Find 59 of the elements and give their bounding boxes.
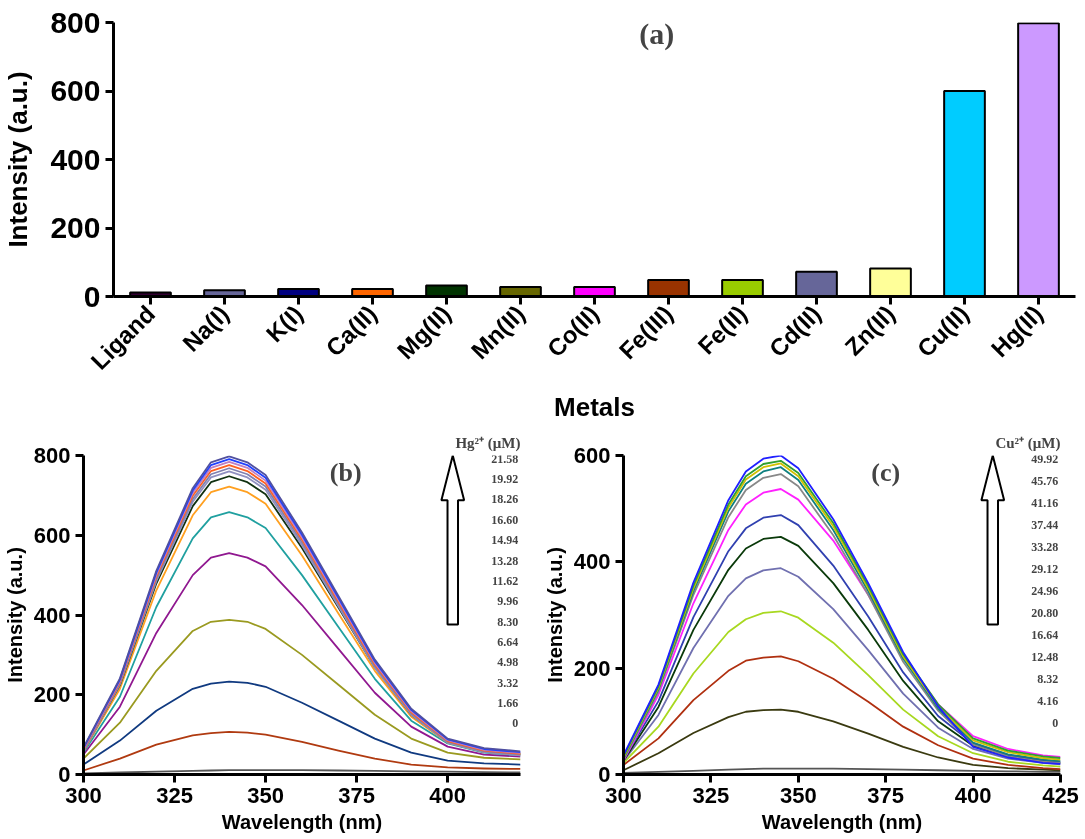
x-axis-title: Metals	[554, 392, 635, 423]
x-tick-label: 375	[867, 782, 905, 808]
annotation: 14.94	[491, 533, 519, 548]
annotation: 45.76	[1031, 473, 1059, 488]
annotation: 0	[512, 716, 519, 731]
text: Cu²⁺ (μM)	[995, 434, 1061, 452]
y-tick-label: 200	[573, 655, 611, 681]
y-axis-title: Intensity (a.u.)	[3, 547, 26, 683]
text: Hg²⁺ (μM)	[455, 434, 521, 452]
annotation: 3.32	[497, 675, 519, 690]
annotation: (c)	[871, 458, 901, 488]
x-tick-label: 400	[954, 782, 992, 808]
y-tick-label: 800	[33, 443, 71, 468]
annotation: 8.30	[497, 614, 519, 629]
x-tick-label: 350	[779, 782, 817, 808]
y-tick-label: 400	[573, 549, 611, 575]
y-tick-label: 600	[573, 443, 611, 468]
x-tick-label: K(I)	[260, 299, 309, 348]
annotation: 29.12	[1031, 562, 1059, 577]
annotation: 33.28	[1031, 539, 1059, 554]
y-axis-title: Intensity (a.u.)	[543, 547, 566, 683]
annotation: 1.66	[497, 696, 519, 711]
annotation: 9.96	[497, 594, 519, 609]
annotation: 24.96	[1031, 584, 1059, 599]
x-tick-label: 325	[156, 782, 193, 808]
annotation: 16.60	[491, 512, 519, 527]
x-tick-label: 375	[338, 782, 375, 808]
annotation: 4.16	[1037, 694, 1059, 709]
annotation: 18.26	[491, 492, 519, 507]
annotation: (b)	[329, 458, 362, 488]
y-tick-label: 600	[33, 522, 71, 548]
annotation: 37.44	[1031, 517, 1059, 532]
x-tick-label: 425	[1042, 782, 1079, 808]
x-axis-title: Wavelength (nm)	[761, 810, 923, 833]
annotation: 0	[1052, 716, 1059, 731]
y-axis-title: Intensity (a.u.)	[3, 71, 34, 248]
annotation: 49.92	[1031, 451, 1059, 466]
annotation: 19.92	[491, 472, 519, 487]
annotation: 8.32	[1037, 672, 1059, 687]
y-tick-label: 800	[50, 5, 101, 39]
y-tick-label: 200	[33, 682, 71, 708]
annotation: 21.58	[491, 451, 519, 466]
annotation: 16.64	[1031, 628, 1059, 643]
x-tick-label: 325	[692, 782, 730, 808]
annotation: 4.98	[497, 655, 519, 670]
y-tick-label: 600	[50, 74, 101, 107]
annotation: (a)	[639, 16, 675, 51]
annotation: 6.64	[497, 634, 519, 649]
y-tick-label: 400	[50, 142, 101, 176]
x-tick-label: 400	[429, 782, 467, 808]
annotation: 12.48	[1031, 650, 1059, 665]
x-tick-label: 350	[247, 782, 284, 808]
annotation: 41.16	[1031, 495, 1059, 510]
annotation: 20.80	[1031, 606, 1059, 621]
y-tick-label: 400	[33, 602, 71, 628]
y-tick-label: 200	[50, 211, 101, 244]
annotation: 11.62	[491, 573, 519, 588]
annotation: 13.28	[491, 553, 519, 568]
x-axis-title: Wavelength (nm)	[221, 810, 383, 833]
